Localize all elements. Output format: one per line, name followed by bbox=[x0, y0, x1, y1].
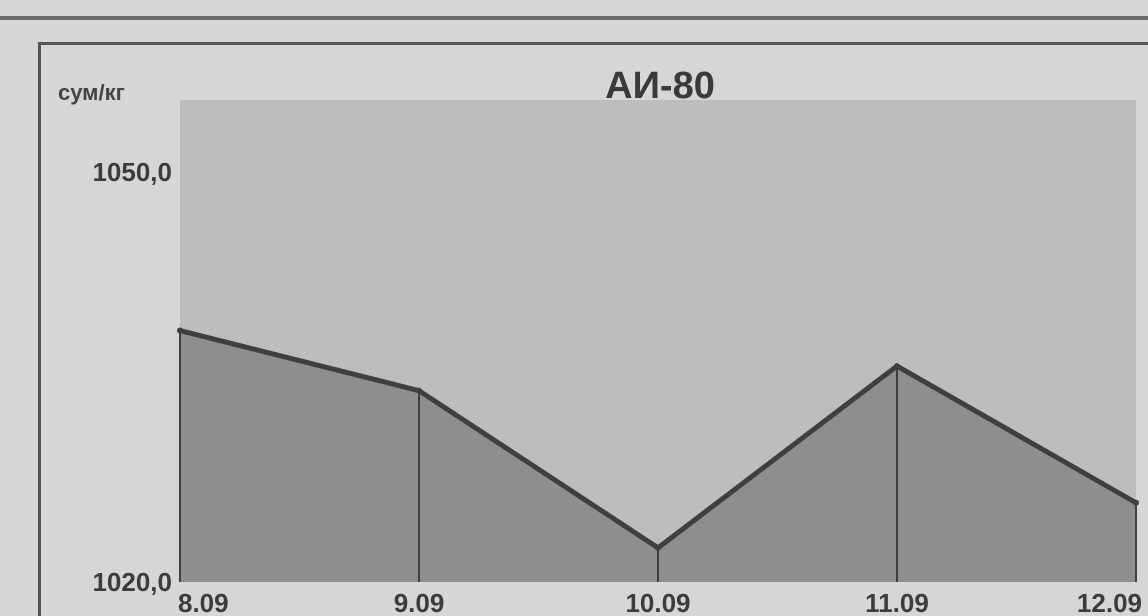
x-tick-label: 11.09 bbox=[865, 588, 929, 616]
line-series-group bbox=[177, 327, 1139, 551]
x-tick-label: 8.09 bbox=[178, 588, 229, 616]
y-axis-unit-label: сум/кг bbox=[58, 80, 125, 105]
x-tick-label: 10.09 bbox=[625, 588, 690, 616]
data-point bbox=[416, 387, 422, 394]
y-tick-label: 1050,0 bbox=[92, 157, 172, 187]
chart-frame bbox=[38, 42, 1148, 616]
data-point bbox=[1133, 499, 1139, 506]
y-tick-label: 1020,0 bbox=[92, 567, 172, 597]
y-tick-labels: 1050,0 1020,0 bbox=[92, 157, 172, 597]
top-divider bbox=[0, 16, 1148, 20]
data-point bbox=[655, 544, 661, 551]
x-tick-label: 12.09 bbox=[1077, 588, 1142, 616]
x-tick-labels: 8.09 9.09 10.09 11.09 12.09 bbox=[178, 588, 1142, 616]
data-point bbox=[894, 363, 900, 370]
x-tick-label: 9.09 bbox=[394, 588, 445, 616]
drop-lines-group bbox=[179, 330, 1137, 582]
data-point bbox=[177, 327, 183, 334]
chart-title: АИ-80 bbox=[605, 65, 715, 107]
